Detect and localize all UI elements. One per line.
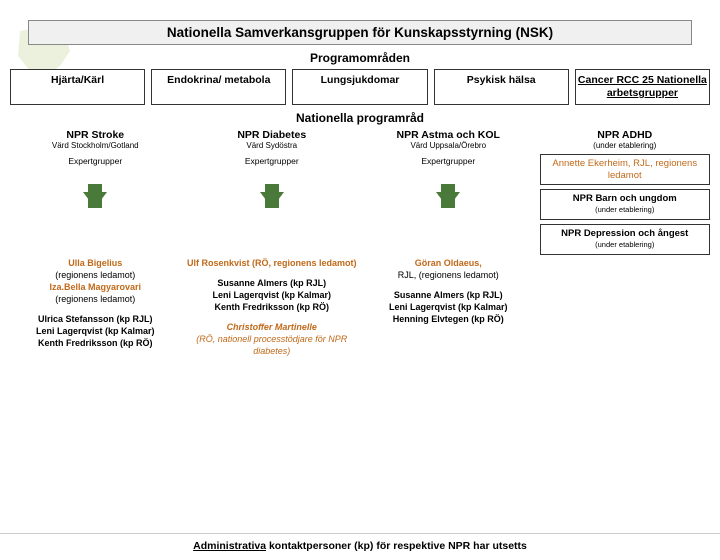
page-title: Nationella Samverkansgruppen för Kunskap… [28,20,692,45]
arrow-down-icon [436,192,460,208]
npr-diabetes-sub: Värd Sydöstra [187,141,358,150]
fredriksson-1: Kenth Fredriksson (kp RÖ) [38,338,153,348]
npr-diabetes: NPR Diabetes Värd Sydöstra Expertgrupper [187,129,358,254]
npr-row: NPR Stroke Värd Stockholm/Gotland Expert… [0,129,720,254]
npr-barn-sub: (under etablering) [595,205,654,214]
npr-stroke-expert: Expertgrupper [10,156,181,166]
npr-adhd-title: NPR ADHD [540,129,711,141]
footer-note: Administrativa kontaktpersoner (kp) för … [0,533,720,552]
lagerqvist-3: Leni Lagerqvist (kp Kalmar) [389,302,508,312]
oldaeus-name: Göran Oldaeus, [415,258,482,268]
npr-diabetes-expert: Expertgrupper [187,156,358,166]
col-stroke-people: Ulla Bigelius (regionens ledamot) Iza.Be… [10,257,181,366]
area-cancer-rcc: Cancer RCC 25 Nationella arbetsgrupper [575,69,710,105]
almers-2: Susanne Almers (kp RJL) [394,290,503,300]
area-psykisk-halsa: Psykisk hälsa [434,69,569,105]
col-astma-people: Göran Oldaeus, RJL, (regionens ledamot) … [363,257,534,366]
col-diabetes-people: Ulf Rosenkvist (RÖ, regionens ledamot) S… [187,257,358,366]
box-npr-depression: NPR Depression och ångest (under etabler… [540,224,711,255]
bigelius-name: Ulla Bigelius [68,258,122,268]
npr-astma-kol: NPR Astma och KOL Värd Uppsala/Örebro Ex… [363,129,534,254]
oldaeus-role: RJL, (regionens ledamot) [398,270,499,280]
box-npr-barn: NPR Barn och ungdom (under etablering) [540,189,711,220]
martinelle-name: Christoffer Martinelle [227,322,317,332]
magyarovari-name: Iza.Bella Magyarovari [49,282,141,292]
lagerqvist-1: Leni Lagerqvist (kp Kalmar) [36,326,155,336]
col-right-spacer [540,257,711,366]
ekerheim-text: Annette Ekerheim, RJL, regionens ledamot [552,158,697,180]
npr-barn-title: NPR Barn och ungdom [573,193,677,204]
stefansson: Ulrica Stefansson (kp RJL) [38,314,153,324]
arrow-down-icon [83,192,107,208]
area-hjarta-karl: Hjärta/Kärl [10,69,145,105]
area-lungsjukdomar: Lungsjukdomar [292,69,427,105]
section-programrad: Nationella programråd [0,111,720,125]
elvtegen: Henning Elvtegen (kp RÖ) [393,314,504,324]
bigelius-role: (regionens ledamot) [55,270,135,280]
npr-adhd-sub: (under etablering) [540,141,711,150]
martinelle-role: (RÖ, nationell processtödjare för NPR di… [196,334,347,356]
npr-astma-title: NPR Astma och KOL [363,129,534,141]
section-programomraden: Programområden [0,51,720,65]
lagerqvist-2: Leni Lagerqvist (kp Kalmar) [212,290,331,300]
npr-diabetes-title: NPR Diabetes [187,129,358,141]
people-row: Ulla Bigelius (regionens ledamot) Iza.Be… [0,257,720,366]
box-ekerheim: Annette Ekerheim, RJL, regionens ledamot [540,154,711,185]
footer-rest: kontaktpersoner (kp) för respektive NPR … [266,540,527,552]
almers-1: Susanne Almers (kp RJL) [217,278,326,288]
npr-stroke-sub: Värd Stockholm/Gotland [10,141,181,150]
npr-astma-expert: Expertgrupper [363,156,534,166]
npr-right-column: NPR ADHD (under etablering) Annette Eker… [540,129,711,254]
area-endokrina: Endokrina/ metabola [151,69,286,105]
npr-astma-sub: Värd Uppsala/Örebro [363,141,534,150]
npr-stroke: NPR Stroke Värd Stockholm/Gotland Expert… [10,129,181,254]
fredriksson-2: Kenth Fredriksson (kp RÖ) [214,302,329,312]
npr-depression-sub: (under etablering) [595,240,654,249]
npr-stroke-title: NPR Stroke [10,129,181,141]
footer-underlined: Administrativa [193,540,266,552]
magyarovari-role: (regionens ledamot) [55,294,135,304]
arrow-down-icon [260,192,284,208]
program-areas-row: Hjärta/Kärl Endokrina/ metabola Lungsjuk… [0,69,720,105]
npr-depression-title: NPR Depression och ångest [561,228,688,239]
rosenkvist: Ulf Rosenkvist (RÖ, regionens ledamot) [187,258,357,268]
